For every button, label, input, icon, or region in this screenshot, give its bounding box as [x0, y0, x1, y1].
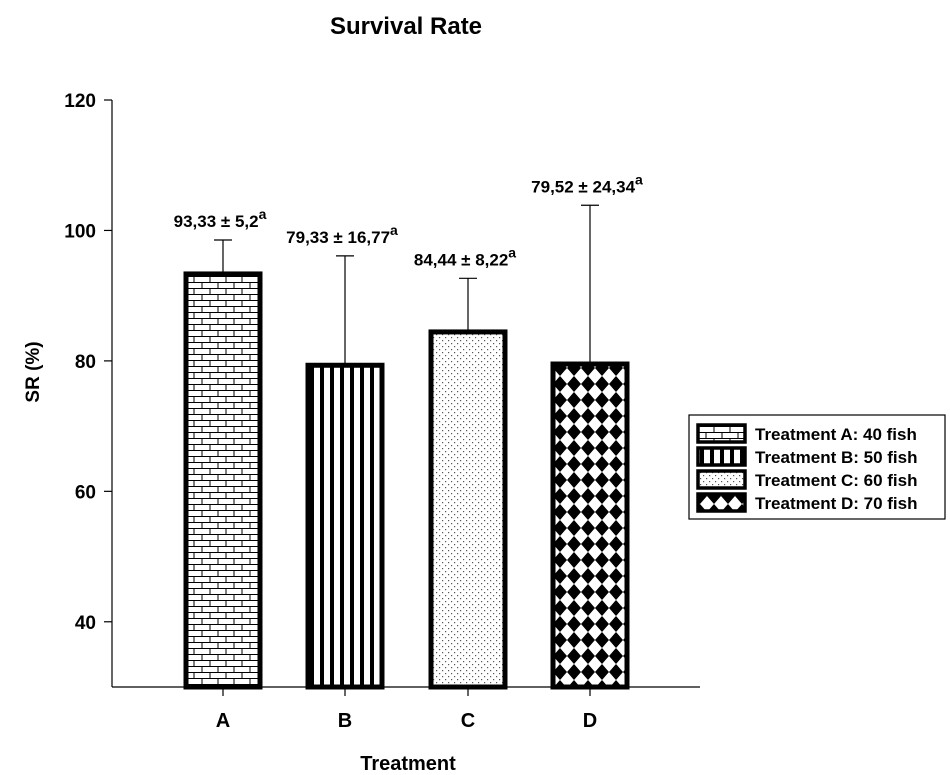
y-tick-label: 120 — [64, 91, 96, 112]
data-label-value: 79,33 ± 16,77 — [286, 228, 390, 247]
data-label-a: 93,33 ± 5,2a — [174, 206, 267, 231]
data-label-superscript: a — [390, 222, 398, 238]
data-label-value: 79,52 ± 24,34 — [531, 177, 635, 196]
data-label-superscript: a — [635, 171, 643, 187]
y-tick-label: 60 — [75, 482, 96, 503]
legend-swatch-diamonds — [696, 492, 747, 513]
data-label-superscript: a — [508, 244, 516, 260]
y-tick-label: 100 — [64, 221, 96, 242]
data-label-superscript: a — [259, 206, 267, 222]
y-tick-label: 40 — [75, 613, 96, 634]
legend: Treatment A: 40 fish Treatment B: 50 fish… — [688, 414, 946, 520]
y-axis-ticks: 40 60 80 100 120 — [64, 91, 112, 634]
chart-title: Survival Rate — [330, 13, 482, 40]
data-label-value: 84,44 ± 8,22 — [414, 250, 508, 269]
x-axis-title: Treatment — [360, 753, 456, 775]
x-tick-label: C — [461, 710, 475, 732]
x-tick-label: D — [583, 710, 597, 732]
data-label-value: 93,33 ± 5,2 — [174, 212, 259, 231]
x-tick-label: A — [216, 710, 230, 732]
bar-a — [183, 271, 263, 690]
data-label-c: 84,44 ± 8,22a — [414, 244, 516, 269]
legend-swatch-dots — [696, 469, 747, 490]
y-tick-label: 80 — [75, 352, 96, 373]
bars — [183, 271, 630, 690]
legend-swatch-brick — [696, 423, 747, 444]
error-bars — [214, 204, 599, 366]
bar-d — [550, 361, 630, 690]
x-tick-label: B — [338, 710, 352, 732]
y-axis-title: SR (%) — [23, 341, 44, 402]
legend-label: Treatment C: 60 fish — [755, 471, 918, 490]
bar-b — [305, 362, 385, 690]
legend-label: Treatment A: 40 fish — [755, 425, 917, 444]
bar-c — [428, 329, 508, 690]
x-axis-ticks: A B C D — [216, 687, 597, 732]
legend-swatch-vertical-stripes — [696, 446, 747, 467]
data-label-d: 79,52 ± 24,34a — [531, 171, 643, 196]
data-label-b: 79,33 ± 16,77a — [286, 222, 398, 247]
legend-label: Treatment B: 50 fish — [755, 448, 918, 467]
legend-label: Treatment D: 70 fish — [755, 494, 918, 513]
